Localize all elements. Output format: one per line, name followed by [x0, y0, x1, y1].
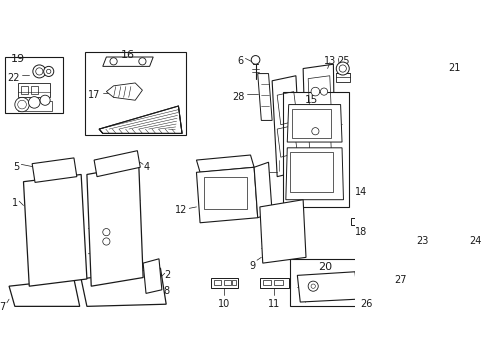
- Text: 5: 5: [14, 162, 20, 172]
- Circle shape: [308, 281, 318, 291]
- Text: 6: 6: [237, 55, 244, 66]
- Circle shape: [382, 285, 388, 291]
- Polygon shape: [196, 155, 254, 172]
- Text: 17: 17: [88, 90, 101, 100]
- Bar: [359, 278, 372, 288]
- Circle shape: [311, 87, 319, 96]
- Circle shape: [438, 235, 457, 254]
- Circle shape: [445, 242, 449, 247]
- Circle shape: [251, 55, 260, 64]
- Polygon shape: [297, 272, 358, 302]
- Circle shape: [441, 239, 453, 250]
- Bar: [18, 101, 52, 111]
- Text: 16: 16: [121, 50, 135, 60]
- Bar: [232, 280, 236, 285]
- Polygon shape: [287, 104, 342, 142]
- Text: 28: 28: [232, 91, 245, 102]
- Bar: [204, 177, 247, 209]
- Polygon shape: [258, 73, 272, 121]
- Text: 21: 21: [448, 63, 460, 73]
- Bar: [5, 57, 63, 113]
- Bar: [283, 91, 349, 207]
- Text: 20: 20: [318, 262, 332, 273]
- Bar: [21, 86, 28, 94]
- Circle shape: [312, 128, 319, 135]
- Circle shape: [40, 95, 50, 105]
- Circle shape: [18, 100, 26, 109]
- Bar: [211, 278, 238, 288]
- Text: 22: 22: [8, 73, 20, 83]
- Text: 23: 23: [416, 236, 429, 246]
- Polygon shape: [286, 148, 343, 200]
- Text: 15: 15: [305, 95, 318, 105]
- Circle shape: [103, 229, 110, 236]
- Text: 25: 25: [337, 55, 349, 66]
- Bar: [290, 259, 407, 306]
- Polygon shape: [303, 64, 335, 167]
- Circle shape: [139, 58, 146, 65]
- Text: 26: 26: [360, 299, 373, 309]
- Polygon shape: [24, 175, 87, 286]
- Polygon shape: [196, 167, 258, 223]
- Bar: [214, 280, 221, 285]
- Text: 4: 4: [143, 162, 149, 172]
- Circle shape: [36, 68, 43, 75]
- Text: 1: 1: [12, 198, 18, 208]
- Text: 13: 13: [324, 55, 336, 66]
- Circle shape: [110, 58, 117, 65]
- Text: 8: 8: [163, 286, 170, 296]
- Bar: [336, 73, 350, 81]
- Text: 12: 12: [175, 206, 188, 216]
- Bar: [380, 293, 391, 299]
- Polygon shape: [94, 151, 140, 177]
- Bar: [31, 86, 38, 94]
- Circle shape: [103, 238, 110, 245]
- Circle shape: [311, 284, 316, 288]
- Bar: [290, 152, 333, 192]
- Circle shape: [33, 65, 46, 78]
- Polygon shape: [99, 106, 182, 134]
- Polygon shape: [9, 279, 80, 306]
- Text: 9: 9: [249, 261, 256, 271]
- Circle shape: [44, 66, 54, 76]
- Circle shape: [28, 96, 40, 108]
- Circle shape: [380, 282, 391, 293]
- Bar: [356, 200, 366, 221]
- Text: 11: 11: [268, 299, 280, 309]
- Polygon shape: [32, 158, 77, 183]
- Text: 27: 27: [394, 275, 407, 285]
- Polygon shape: [254, 162, 272, 218]
- Circle shape: [336, 62, 349, 75]
- Text: 2: 2: [165, 270, 171, 280]
- Bar: [292, 109, 331, 138]
- Bar: [260, 278, 289, 288]
- Circle shape: [339, 65, 346, 72]
- Polygon shape: [81, 268, 166, 306]
- Bar: [263, 280, 271, 285]
- Bar: [85, 52, 186, 135]
- Circle shape: [471, 68, 481, 78]
- Bar: [351, 218, 369, 225]
- Text: 10: 10: [218, 299, 230, 309]
- Polygon shape: [143, 259, 162, 293]
- Polygon shape: [260, 200, 306, 263]
- Circle shape: [15, 97, 29, 112]
- Polygon shape: [87, 165, 143, 286]
- Bar: [274, 280, 283, 285]
- Polygon shape: [469, 61, 490, 87]
- Polygon shape: [106, 83, 143, 100]
- Bar: [224, 280, 231, 285]
- Circle shape: [320, 88, 328, 95]
- Circle shape: [482, 69, 490, 78]
- Polygon shape: [103, 57, 153, 66]
- Text: 24: 24: [469, 236, 482, 246]
- Text: 7: 7: [0, 302, 5, 312]
- Text: 3: 3: [261, 171, 267, 181]
- Circle shape: [47, 69, 51, 73]
- Bar: [18, 83, 50, 97]
- Polygon shape: [272, 76, 301, 177]
- Text: 19: 19: [10, 54, 24, 64]
- Text: 18: 18: [355, 227, 367, 237]
- Text: 14: 14: [355, 187, 367, 197]
